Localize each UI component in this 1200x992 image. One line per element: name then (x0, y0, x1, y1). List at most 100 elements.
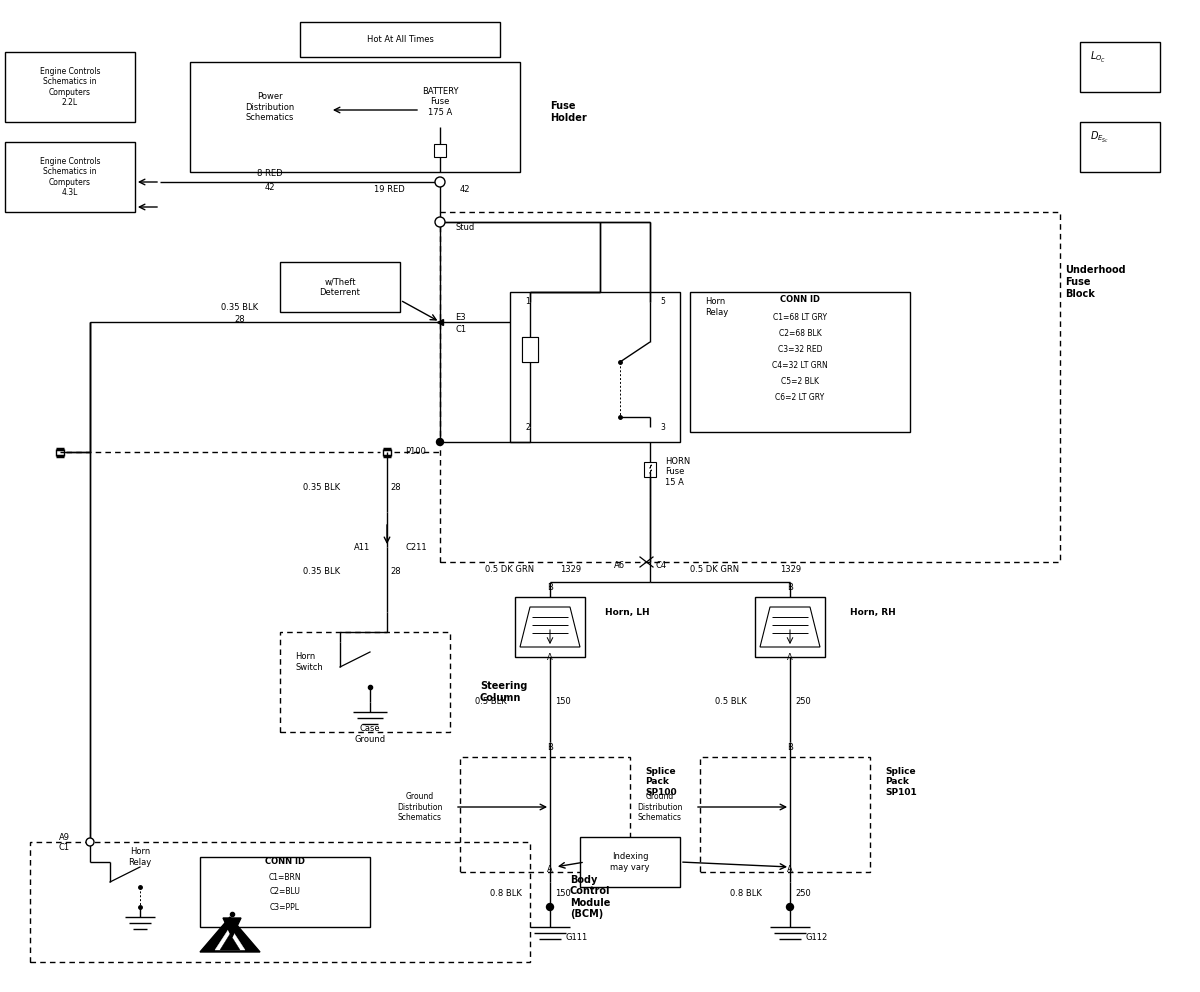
Text: 28: 28 (390, 567, 401, 576)
Bar (580, 837, 680, 887)
Text: P100: P100 (406, 447, 426, 456)
Text: 19 RED: 19 RED (374, 185, 406, 193)
Text: Horn, RH: Horn, RH (850, 607, 895, 616)
Text: Engine Controls
Schematics in
Computers
2.2L: Engine Controls Schematics in Computers … (40, 66, 101, 107)
Text: G112: G112 (805, 932, 827, 941)
Bar (522, 337, 538, 362)
Text: C2=BLU: C2=BLU (270, 888, 300, 897)
Text: B: B (787, 742, 793, 752)
Text: 0.35 BLK: 0.35 BLK (302, 482, 340, 491)
Text: 1329: 1329 (560, 565, 581, 574)
Bar (440, 212, 1060, 562)
Text: BATTERY
Fuse
175 A: BATTERY Fuse 175 A (421, 87, 458, 117)
Text: C3=32 RED: C3=32 RED (778, 344, 822, 353)
Text: 1329: 1329 (780, 565, 802, 574)
Bar (700, 757, 870, 872)
Text: C6=2 LT GRY: C6=2 LT GRY (775, 393, 824, 402)
Text: E3: E3 (455, 312, 466, 321)
Bar (280, 262, 400, 312)
Text: $D_{E_{S_C}}$: $D_{E_{S_C}}$ (1090, 129, 1109, 145)
Text: CONN ID: CONN ID (780, 295, 820, 304)
Polygon shape (223, 918, 241, 937)
Bar (280, 632, 450, 732)
Text: A: A (787, 653, 793, 662)
Text: Splice
Pack
SP101: Splice Pack SP101 (886, 767, 917, 797)
Bar (200, 857, 370, 927)
Text: Underhood
Fuse
Block: Underhood Fuse Block (1066, 266, 1126, 299)
Text: 28: 28 (235, 315, 245, 324)
Bar (460, 757, 630, 872)
Text: Horn
Switch: Horn Switch (295, 653, 323, 672)
Polygon shape (220, 934, 240, 950)
Text: C1: C1 (455, 325, 466, 334)
Text: A9: A9 (59, 832, 70, 841)
Text: Ground
Distribution
Schematics: Ground Distribution Schematics (397, 792, 443, 822)
Text: B: B (547, 742, 553, 752)
Text: Case
Ground: Case Ground (354, 724, 385, 744)
Polygon shape (215, 927, 245, 950)
Text: B: B (547, 582, 553, 591)
Bar (5, 52, 134, 122)
Text: C4=32 LT GRN: C4=32 LT GRN (772, 360, 828, 369)
Text: 3: 3 (660, 423, 665, 432)
Text: C1=68 LT GRY: C1=68 LT GRY (773, 312, 827, 321)
Bar (434, 144, 446, 157)
Text: Power
Distribution
Schematics: Power Distribution Schematics (245, 92, 295, 122)
Text: A: A (547, 865, 553, 875)
Circle shape (436, 217, 445, 227)
Text: 0.35 BLK: 0.35 BLK (222, 303, 258, 311)
Text: 42: 42 (460, 185, 470, 193)
Bar (30, 842, 530, 962)
Text: C211: C211 (406, 543, 427, 552)
Text: Indexing
may vary: Indexing may vary (611, 852, 649, 872)
Text: $L_{O_C}$: $L_{O_C}$ (1090, 50, 1106, 64)
Text: Horn, LH: Horn, LH (605, 607, 649, 616)
Text: A: A (787, 865, 793, 875)
Text: C1=BRN: C1=BRN (269, 873, 301, 882)
Text: 150: 150 (554, 890, 571, 899)
Bar (1080, 122, 1160, 172)
Text: C3=PPL: C3=PPL (270, 903, 300, 912)
Bar (755, 597, 826, 657)
Bar (515, 597, 586, 657)
Text: Engine Controls
Schematics in
Computers
4.3L: Engine Controls Schematics in Computers … (40, 157, 101, 197)
Text: Horn
Relay: Horn Relay (706, 298, 728, 316)
Text: Steering
Column: Steering Column (480, 682, 527, 702)
Bar (1080, 42, 1160, 92)
Text: 0.5 BLK: 0.5 BLK (715, 697, 746, 706)
Text: C2=68 BLK: C2=68 BLK (779, 328, 821, 337)
Text: 28: 28 (390, 482, 401, 491)
Text: 250: 250 (796, 890, 811, 899)
Text: w/Theft
Deterrent: w/Theft Deterrent (319, 278, 360, 297)
Text: Splice
Pack
SP100: Splice Pack SP100 (646, 767, 677, 797)
Text: 250: 250 (796, 697, 811, 706)
Circle shape (786, 904, 793, 911)
Text: 1: 1 (526, 298, 529, 307)
Text: Fuse
Holder: Fuse Holder (550, 101, 587, 123)
Text: A6: A6 (614, 560, 625, 569)
Bar (5, 142, 134, 212)
Text: 42: 42 (265, 183, 275, 191)
Text: CONN ID: CONN ID (265, 857, 305, 866)
Text: B: B (787, 582, 793, 591)
Text: Ground
Distribution
Schematics: Ground Distribution Schematics (637, 792, 683, 822)
Bar (300, 22, 500, 57)
Circle shape (436, 177, 445, 187)
Bar (510, 292, 680, 442)
Text: 0.8 BLK: 0.8 BLK (490, 890, 522, 899)
Text: A11: A11 (354, 543, 370, 552)
Text: 0.5 DK GRN: 0.5 DK GRN (485, 565, 534, 574)
Text: 8 RED: 8 RED (257, 170, 283, 179)
Text: 0.5 BLK: 0.5 BLK (475, 697, 506, 706)
Text: C5=2 BLK: C5=2 BLK (781, 377, 818, 386)
Text: G111: G111 (565, 932, 587, 941)
Text: Body
Control
Module
(BCM): Body Control Module (BCM) (570, 875, 611, 920)
Polygon shape (200, 917, 260, 952)
Text: 5: 5 (660, 298, 665, 307)
Bar (690, 292, 910, 432)
Text: 0.5 DK GRN: 0.5 DK GRN (690, 565, 739, 574)
Text: C1: C1 (59, 842, 70, 851)
Text: Stud: Stud (455, 222, 474, 231)
Text: A: A (547, 653, 553, 662)
Text: C4: C4 (655, 560, 666, 569)
